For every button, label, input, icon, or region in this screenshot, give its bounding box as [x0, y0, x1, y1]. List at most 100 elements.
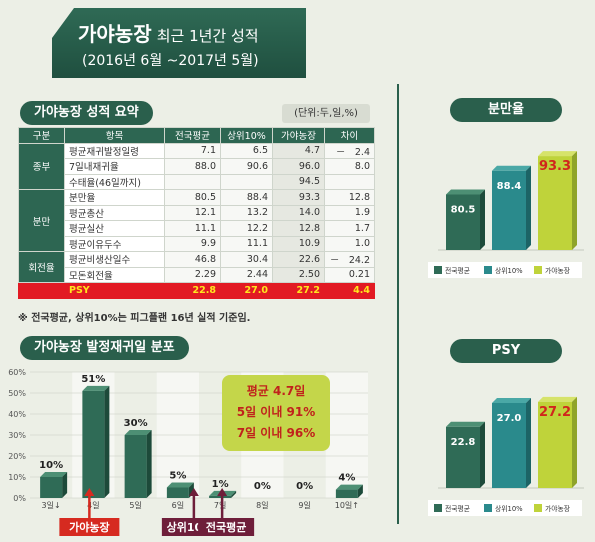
legend-swatch [434, 504, 442, 512]
bar-value-label: 27.2 [539, 405, 571, 420]
value-cell: 2.50 [272, 266, 325, 283]
value-cell: 0.21 [324, 266, 375, 283]
bar-side [357, 484, 363, 498]
value-cell: 88.4 [220, 189, 273, 206]
legend-label: 상위10% [495, 266, 523, 275]
stats-callout: 평균 4.7일 5일 이내 91% 7일 이내 96% [222, 375, 330, 451]
distribution-bar [40, 477, 63, 498]
value-cell: 2.44 [220, 266, 273, 283]
value-cell: 12.8 [324, 189, 375, 206]
bar-top [124, 430, 152, 435]
column-header: 가야농장 [272, 127, 325, 144]
column-header: 전국평균 [164, 127, 221, 144]
x-tick-label: 9일 [298, 501, 310, 510]
column-header: 상위10% [220, 127, 273, 144]
psy-value-cell: 22.8 [164, 282, 221, 299]
bar-value-label: 0% [296, 481, 313, 492]
unit-label: (단위:두,일,%) [282, 104, 370, 123]
bar-value-label: 22.8 [451, 437, 476, 448]
distribution-bar [166, 487, 189, 498]
marker-label: 가야농장 [69, 520, 109, 534]
psy-value-cell: 4.4 [324, 282, 375, 299]
marker-2: 전국평균 [198, 488, 255, 536]
page-title: 가야농장 최근 1년간 성적 [78, 18, 259, 47]
legend-swatch [484, 504, 492, 512]
value-cell: 8.0 [324, 158, 375, 175]
y-tick-label: 60% [8, 368, 26, 377]
value-cell: 80.5 [164, 189, 221, 206]
value-cell: 96.0 [272, 158, 325, 175]
table-row: 회전율 평균비생산일수 46.8 30.4 22.6 － 24.2 [18, 251, 375, 283]
legend: 전국평균 상위10% 가야농장 [428, 262, 582, 278]
bar-2 [538, 156, 572, 250]
psy-value-cell: 27.0 [220, 282, 273, 299]
bar-1 [492, 403, 526, 488]
value-cell: 1.9 [324, 204, 375, 221]
value-cell: 1.0 [324, 235, 375, 252]
marker-arrow-head [217, 488, 228, 496]
legend-swatch [434, 266, 442, 274]
value-cell: 1.7 [324, 220, 375, 237]
table-row: 평균실산 11.1 12.2 12.8 1.7 [19, 220, 375, 237]
item-cell: 모돈회전율 [64, 266, 165, 283]
value-cell: 6.5 [220, 142, 273, 159]
value-cell [324, 173, 375, 190]
legend-label: 전국평균 [445, 266, 470, 275]
bar-value-label: 1% [212, 479, 229, 490]
table-row: 모돈회전율 2.29 2.44 2.50 0.21 [19, 266, 375, 283]
item-cell: 평균비생산일수 [64, 251, 165, 268]
summary-heading: 가야농장 성적 요약 [20, 101, 153, 125]
value-cell: 14.0 [272, 204, 325, 221]
bar-top [492, 165, 531, 171]
value-cell: 46.8 [164, 251, 221, 268]
marker-arrow-head [84, 488, 95, 496]
y-tick-label: 50% [8, 389, 26, 398]
value-cell: 90.6 [220, 158, 273, 175]
title-subtitle: 최근 1년간 성적 [156, 27, 259, 45]
legend-label: 가야농장 [545, 504, 570, 513]
bar-side [526, 165, 531, 250]
legend-swatch [534, 266, 542, 274]
category-cell: 종부 [18, 142, 65, 190]
table-row: 평균총산 12.1 13.2 14.0 1.9 [19, 204, 375, 221]
item-cell: 수태율(46일까지) [64, 173, 165, 190]
value-cell: － 2.4 [324, 142, 375, 159]
value-cell: 11.1 [220, 235, 273, 252]
distribution-bar [209, 495, 232, 498]
value-cell: 12.8 [272, 220, 325, 237]
bar-side [62, 472, 68, 498]
value-cell: 12.1 [164, 204, 221, 221]
value-cell: － 24.2 [324, 251, 375, 268]
value-cell: 13.2 [220, 204, 273, 221]
bar-side [231, 490, 237, 498]
category-cell: 분만 [18, 189, 65, 252]
table-row: 7일내재귀율 88.0 90.6 96.0 8.0 [19, 158, 375, 175]
marker-box [59, 518, 120, 536]
bar-value-label: 27.0 [497, 413, 522, 424]
bar-top [446, 421, 485, 427]
legend-label: 상위10% [495, 504, 523, 513]
psy-empty-cell [18, 282, 65, 299]
legend-swatch [484, 266, 492, 274]
table-row: 분만 분만율 80.5 88.4 93.3 12.8 [18, 189, 375, 252]
column-header: 항목 [64, 127, 165, 144]
legend-label: 가야농장 [545, 266, 570, 275]
y-tick-label: 20% [8, 452, 26, 461]
y-tick-label: 0% [13, 494, 26, 503]
farrowing-heading: 분만율 [450, 98, 562, 122]
table-header-row: 구분 항목 전국평균 상위10% 가야농장 차이 [18, 127, 375, 144]
category-cell: 회전율 [18, 251, 65, 283]
callout-line: 5일 이내 91% [237, 404, 316, 419]
bar-0 [446, 426, 480, 488]
bar-value-label: 0% [254, 481, 271, 492]
value-cell: 9.9 [164, 235, 221, 252]
divider [397, 84, 399, 524]
bar-top [40, 472, 68, 477]
legend-swatch [534, 504, 542, 512]
table-row: 평균이유두수 9.9 11.1 10.9 1.0 [19, 235, 375, 252]
psy-chart: 22.8 27.0 27.2 전국평균 상위10% 가야농장 [428, 396, 584, 516]
value-cell: 11.1 [164, 220, 221, 237]
bar-0 [446, 194, 480, 250]
bar-value-label: 4% [338, 473, 355, 484]
bar-value-label: 51% [81, 374, 105, 385]
